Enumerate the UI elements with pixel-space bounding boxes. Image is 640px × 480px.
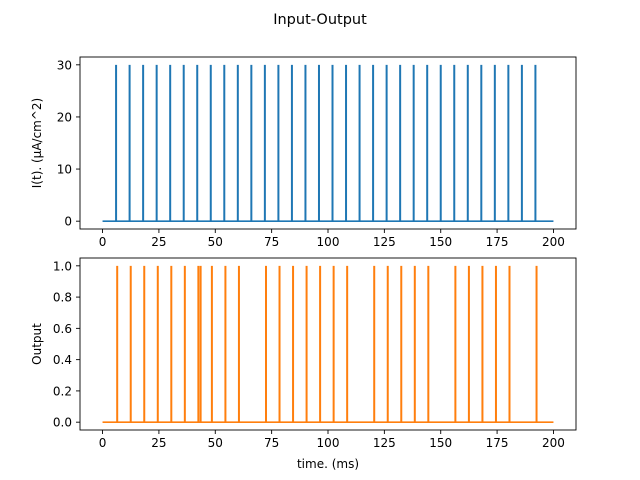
y-tick-label: 10 xyxy=(57,163,72,177)
x-tick-label: 200 xyxy=(542,436,565,450)
y-tick-label: 20 xyxy=(57,110,72,124)
y-tick-label: 0.0 xyxy=(53,416,72,430)
x-tick-label: 75 xyxy=(264,436,279,450)
axes-1: 0 25 50 75 100 125 150 175 200 0 10 20 30 I(t). (µA/c… xyxy=(30,56,577,249)
x-tick-label: 0 xyxy=(99,436,107,450)
x-tick-label: 0 xyxy=(99,235,107,249)
x-tick-label: 125 xyxy=(373,436,396,450)
axes-2: 0 25 50 75 100 125 150 175 200 0.0 0.2 0.4 0.6 0.8 1.0… xyxy=(30,257,577,471)
x-tick-label: 150 xyxy=(429,436,452,450)
x-tick-label: 25 xyxy=(151,436,166,450)
y-tick-label: 0.6 xyxy=(53,322,72,336)
x-axis-label: time. (ms) xyxy=(297,457,359,471)
figure-suptitle: Input-Output xyxy=(273,12,367,28)
x-tick-label: 50 xyxy=(208,436,223,450)
x-tick-label: 200 xyxy=(542,235,565,249)
y-axis-label: I(t). (µA/cm^2) xyxy=(30,98,44,188)
axes-frame xyxy=(79,257,577,431)
y-tick-label: 1.0 xyxy=(53,259,72,273)
y-tick-label: 30 xyxy=(57,58,72,72)
axes-frame xyxy=(79,56,577,230)
y-tick-label: 0.2 xyxy=(53,384,72,398)
x-tick-label: 125 xyxy=(373,235,396,249)
x-tick-label: 100 xyxy=(317,235,340,249)
x-tick-label: 100 xyxy=(317,436,340,450)
x-tick-label: 175 xyxy=(486,436,509,450)
y-axis-label: Output xyxy=(30,323,44,365)
x-tick-label: 75 xyxy=(264,235,279,249)
x-tick-label: 25 xyxy=(151,235,166,249)
y-tick-label: 0.4 xyxy=(53,353,72,367)
y-tick-label: 0 xyxy=(64,215,72,229)
y-tick-label: 0.8 xyxy=(53,291,72,305)
x-tick-label: 175 xyxy=(486,235,509,249)
x-tick-label: 150 xyxy=(429,235,452,249)
x-tick-label: 50 xyxy=(208,235,223,249)
